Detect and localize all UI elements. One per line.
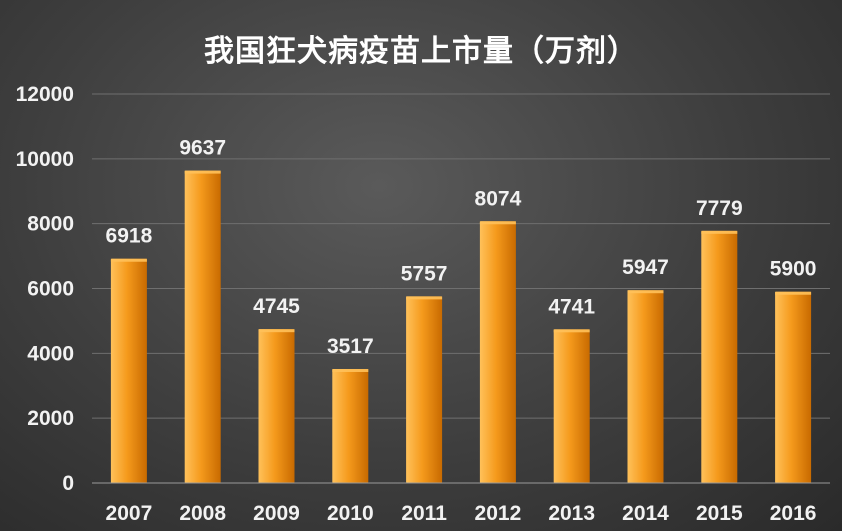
data-label: 7779 [696, 197, 743, 220]
bar-top-highlight [258, 329, 295, 333]
bar-2008 [184, 170, 221, 483]
bar-top-highlight [332, 368, 369, 372]
x-tick-label: 2014 [622, 502, 669, 525]
bars [110, 170, 812, 484]
bar-top-highlight [627, 290, 664, 294]
data-label: 4741 [548, 295, 595, 318]
y-tick-label: 4000 [27, 342, 74, 365]
y-tick-label: 0 [62, 472, 74, 495]
bar-2011 [406, 296, 443, 483]
bar-2015 [701, 230, 738, 483]
bar-top-highlight [479, 221, 516, 225]
x-tick-label: 2012 [475, 502, 522, 525]
y-tick-label: 8000 [27, 213, 74, 236]
bar-top-highlight [110, 258, 147, 262]
x-tick-label: 2013 [548, 502, 595, 525]
bar-2009 [258, 329, 295, 483]
data-label: 3517 [327, 335, 374, 358]
data-label: 9637 [179, 137, 226, 160]
x-tick-label: 2008 [179, 502, 226, 525]
y-tick-label: 6000 [27, 278, 74, 301]
x-tick-label: 2015 [696, 502, 743, 525]
x-tick-label: 2016 [770, 502, 817, 525]
x-axis: 2007 2008 2009 2010 2011 2012 2013 2014 2015 2016 [92, 482, 830, 525]
x-tick-label: 2009 [253, 502, 300, 525]
data-label: 6918 [106, 225, 153, 248]
bar-top-highlight [406, 296, 443, 300]
bar-top-highlight [553, 329, 590, 333]
bar-top-highlight [701, 230, 738, 234]
bar-2013 [553, 329, 590, 483]
bar-2016 [775, 291, 812, 483]
bar-2014 [627, 290, 664, 483]
chart-title: 我国狂犬病疫苗上市量（万剂） [204, 34, 638, 69]
data-labels: 6918 9637 4745 3517 5757 8074 4741 5947 7779 5900 [106, 137, 817, 358]
bar-top-highlight [775, 291, 812, 295]
data-label: 5757 [401, 262, 448, 285]
data-label: 4745 [253, 295, 300, 318]
x-tick-label: 2010 [327, 502, 374, 525]
data-label: 8074 [475, 187, 522, 210]
bar-2010 [332, 368, 369, 483]
y-axis: 0 2000 4000 6000 8000 10000 12000 [16, 83, 74, 495]
y-tick-label: 12000 [16, 83, 74, 106]
x-tick-label: 2007 [106, 502, 153, 525]
bar-2007 [110, 258, 147, 483]
data-label: 5947 [622, 256, 669, 279]
y-tick-label: 2000 [27, 407, 74, 430]
bar-2012 [479, 221, 516, 484]
bar-top-highlight [184, 170, 221, 174]
x-tick-label: 2011 [401, 502, 447, 525]
data-label: 5900 [770, 258, 817, 281]
y-tick-label: 10000 [16, 148, 74, 171]
